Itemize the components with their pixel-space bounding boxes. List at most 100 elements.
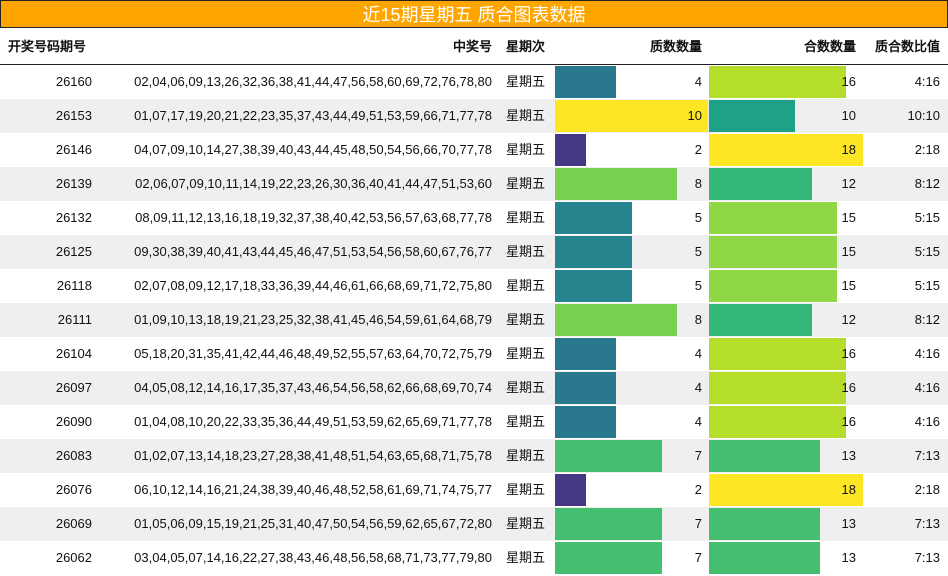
ratio: 8:12 bbox=[914, 312, 940, 327]
composite-count: 10 bbox=[841, 108, 856, 123]
header-prime-count: 质数数量 bbox=[649, 39, 702, 54]
numbers: 04,07,09,10,14,27,38,39,40,43,44,45,48,5… bbox=[134, 142, 492, 157]
ratio: 4:16 bbox=[914, 414, 940, 429]
period: 26097 bbox=[55, 380, 92, 395]
composite-count: 16 bbox=[841, 380, 856, 395]
prime-count: 5 bbox=[694, 278, 702, 293]
composite-bar bbox=[709, 100, 795, 132]
prime-bar bbox=[555, 338, 617, 370]
period: 26125 bbox=[55, 244, 92, 259]
composite-count: 18 bbox=[841, 142, 856, 157]
period: 26111 bbox=[57, 312, 92, 327]
prime-count: 7 bbox=[694, 516, 702, 531]
prime-count: 4 bbox=[694, 346, 702, 361]
prime-count: 4 bbox=[694, 74, 702, 89]
prime-count: 2 bbox=[694, 482, 702, 497]
weekday: 星期五 bbox=[506, 210, 546, 225]
ratio: 2:18 bbox=[914, 142, 940, 157]
period: 26083 bbox=[55, 448, 92, 463]
weekday: 星期五 bbox=[506, 550, 546, 565]
ratio: 8:12 bbox=[914, 176, 940, 191]
ratio: 4:16 bbox=[914, 74, 940, 89]
prime-count: 7 bbox=[694, 550, 702, 565]
prime-bar bbox=[555, 542, 663, 574]
numbers: 09,30,38,39,40,41,43,44,45,46,47,51,53,5… bbox=[134, 244, 492, 259]
weekday: 星期五 bbox=[506, 142, 546, 157]
composite-bar bbox=[709, 236, 838, 268]
header-numbers: 中奖号 bbox=[452, 39, 492, 54]
prime-count: 7 bbox=[694, 448, 702, 463]
header-period: 开奖号码期号 bbox=[8, 39, 87, 54]
prime-bar bbox=[555, 66, 617, 98]
numbers: 02,06,07,09,10,11,14,19,22,23,26,30,36,4… bbox=[135, 176, 492, 191]
numbers: 02,07,08,09,12,17,18,33,36,39,44,46,61,6… bbox=[134, 278, 492, 293]
ratio: 4:16 bbox=[914, 380, 940, 395]
period: 26132 bbox=[55, 210, 92, 225]
composite-bar bbox=[709, 508, 821, 540]
prime-count: 4 bbox=[694, 414, 702, 429]
period: 26160 bbox=[55, 74, 92, 89]
header-composite-count: 合数数量 bbox=[803, 39, 856, 54]
composite-bar bbox=[709, 202, 838, 234]
composite-bar bbox=[709, 542, 821, 574]
composite-count: 18 bbox=[841, 482, 856, 497]
ratio: 5:15 bbox=[914, 278, 940, 293]
ratio: 10:10 bbox=[907, 108, 940, 123]
prime-count: 10 bbox=[687, 108, 702, 123]
prime-count: 2 bbox=[694, 142, 702, 157]
weekday: 星期五 bbox=[506, 176, 546, 191]
prime-count: 5 bbox=[694, 244, 702, 259]
ratio: 5:15 bbox=[914, 210, 940, 225]
composite-count: 16 bbox=[841, 414, 856, 429]
ratio: 7:13 bbox=[914, 448, 940, 463]
period: 26118 bbox=[56, 278, 92, 293]
composite-count: 13 bbox=[841, 448, 856, 463]
numbers: 02,04,06,09,13,26,32,36,38,41,44,47,56,5… bbox=[134, 74, 492, 89]
composite-bar bbox=[709, 338, 846, 370]
composite-count: 12 bbox=[841, 312, 856, 327]
period: 26076 bbox=[55, 482, 92, 497]
prime-bar bbox=[555, 440, 663, 472]
composite-count: 16 bbox=[841, 346, 856, 361]
prime-bar bbox=[555, 100, 708, 132]
ratio: 7:13 bbox=[914, 516, 940, 531]
title: 近15期星期五 质合图表数据 bbox=[0, 0, 948, 28]
ratio: 7:13 bbox=[914, 550, 940, 565]
period: 26090 bbox=[55, 414, 92, 429]
header-weekday: 星期次 bbox=[506, 39, 546, 54]
composite-count: 12 bbox=[841, 176, 856, 191]
composite-bar bbox=[709, 474, 863, 506]
prime-bar bbox=[555, 134, 586, 166]
composite-count: 15 bbox=[841, 244, 856, 259]
weekday: 星期五 bbox=[506, 414, 546, 429]
period: 26139 bbox=[55, 176, 92, 191]
prime-bar bbox=[555, 168, 678, 200]
weekday: 星期五 bbox=[506, 74, 546, 89]
prime-bar bbox=[555, 406, 617, 438]
weekday: 星期五 bbox=[506, 448, 546, 463]
numbers: 04,05,08,12,14,16,17,35,37,43,46,54,56,5… bbox=[134, 380, 492, 395]
weekday: 星期五 bbox=[506, 278, 546, 293]
composite-bar bbox=[709, 168, 812, 200]
prime-bar bbox=[555, 304, 678, 336]
composite-count: 15 bbox=[841, 278, 856, 293]
prime-count: 4 bbox=[694, 380, 702, 395]
prime-bar bbox=[555, 236, 632, 268]
prime-bar bbox=[555, 202, 632, 234]
ratio: 4:16 bbox=[914, 346, 940, 361]
weekday: 星期五 bbox=[506, 346, 546, 361]
composite-bar bbox=[709, 406, 846, 438]
prime-bar bbox=[555, 372, 617, 404]
numbers: 01,09,10,13,18,19,21,23,25,32,38,41,45,4… bbox=[134, 312, 492, 327]
period: 26069 bbox=[55, 516, 92, 531]
numbers: 01,07,17,19,20,21,22,23,35,37,43,44,49,5… bbox=[134, 108, 492, 123]
period: 26146 bbox=[55, 142, 92, 157]
composite-bar bbox=[709, 304, 812, 336]
weekday: 星期五 bbox=[506, 482, 546, 497]
numbers: 01,04,08,10,20,22,33,35,36,44,49,51,53,5… bbox=[134, 414, 492, 429]
header-rule bbox=[0, 64, 948, 65]
prime-count: 5 bbox=[694, 210, 702, 225]
composite-bar bbox=[709, 66, 846, 98]
weekday: 星期五 bbox=[506, 516, 546, 531]
composite-bar bbox=[709, 440, 821, 472]
